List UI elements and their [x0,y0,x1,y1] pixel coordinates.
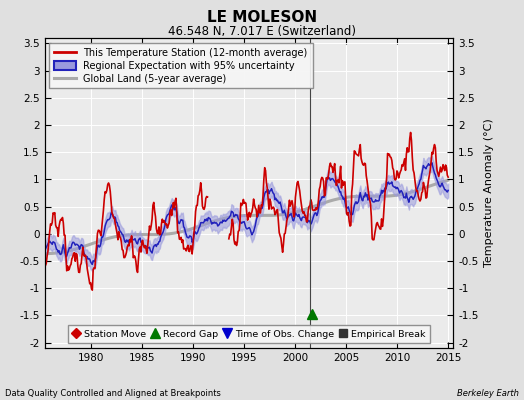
Y-axis label: Temperature Anomaly (°C): Temperature Anomaly (°C) [484,119,494,267]
Text: 46.548 N, 7.017 E (Switzerland): 46.548 N, 7.017 E (Switzerland) [168,25,356,38]
Text: Data Quality Controlled and Aligned at Breakpoints: Data Quality Controlled and Aligned at B… [5,389,221,398]
Text: Berkeley Earth: Berkeley Earth [457,389,519,398]
Text: LE MOLESON: LE MOLESON [207,10,317,25]
Legend: Station Move, Record Gap, Time of Obs. Change, Empirical Break: Station Move, Record Gap, Time of Obs. C… [68,325,430,343]
